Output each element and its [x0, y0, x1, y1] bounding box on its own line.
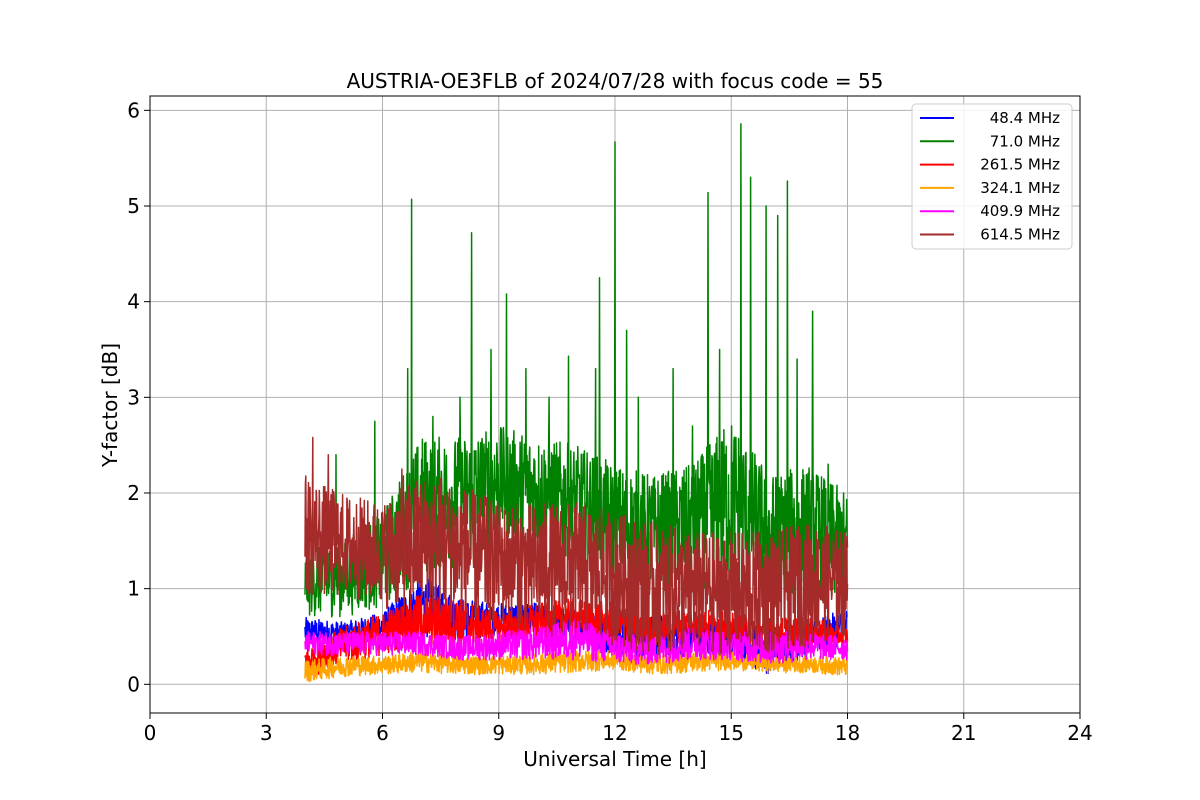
y-tick-label: 5 — [127, 194, 140, 218]
x-tick-label: 24 — [1067, 721, 1092, 745]
legend-entry-label: 614.5 MHz — [980, 226, 1060, 244]
x-tick-label: 3 — [260, 721, 273, 745]
x-tick-label: 21 — [951, 721, 976, 745]
y-tick-label: 0 — [127, 672, 140, 696]
legend: 48.4 MHz 71.0 MHz 261.5 MHz 324.1 MHz 409.9 … — [911, 103, 1073, 250]
plot-data-area — [304, 122, 849, 683]
y-tick-label: 2 — [127, 481, 140, 505]
legend-entry-label: 48.4 MHz — [990, 109, 1060, 127]
legend-entry-label: 71.0 MHz — [990, 132, 1060, 150]
legend-entry-label: 261.5 MHz — [980, 156, 1060, 174]
y-tick-label: 6 — [127, 98, 140, 122]
x-tick-label: 15 — [719, 721, 744, 745]
legend-frame — [911, 103, 1073, 250]
legend-entry-label: 409.9 MHz — [980, 202, 1060, 220]
series-lines — [304, 122, 849, 683]
x-tick-label: 6 — [376, 721, 389, 745]
x-axis-label: Universal Time [h] — [523, 747, 706, 771]
series-line — [304, 650, 849, 683]
y-axis-label: Y-factor [dB] — [98, 343, 122, 468]
legend-entry-label: 324.1 MHz — [980, 179, 1060, 197]
x-tick-label: 18 — [835, 721, 860, 745]
x-tick-label: 12 — [602, 721, 627, 745]
y-tick-label: 3 — [127, 385, 140, 409]
chart-title: AUSTRIA-OE3FLB of 2024/07/28 with focus … — [347, 69, 884, 93]
y-tick-label: 1 — [127, 577, 140, 601]
x-tick-label: 9 — [492, 721, 505, 745]
y-tick-label: 4 — [127, 290, 140, 314]
x-tick-label: 0 — [144, 721, 157, 745]
series-line — [304, 436, 849, 656]
